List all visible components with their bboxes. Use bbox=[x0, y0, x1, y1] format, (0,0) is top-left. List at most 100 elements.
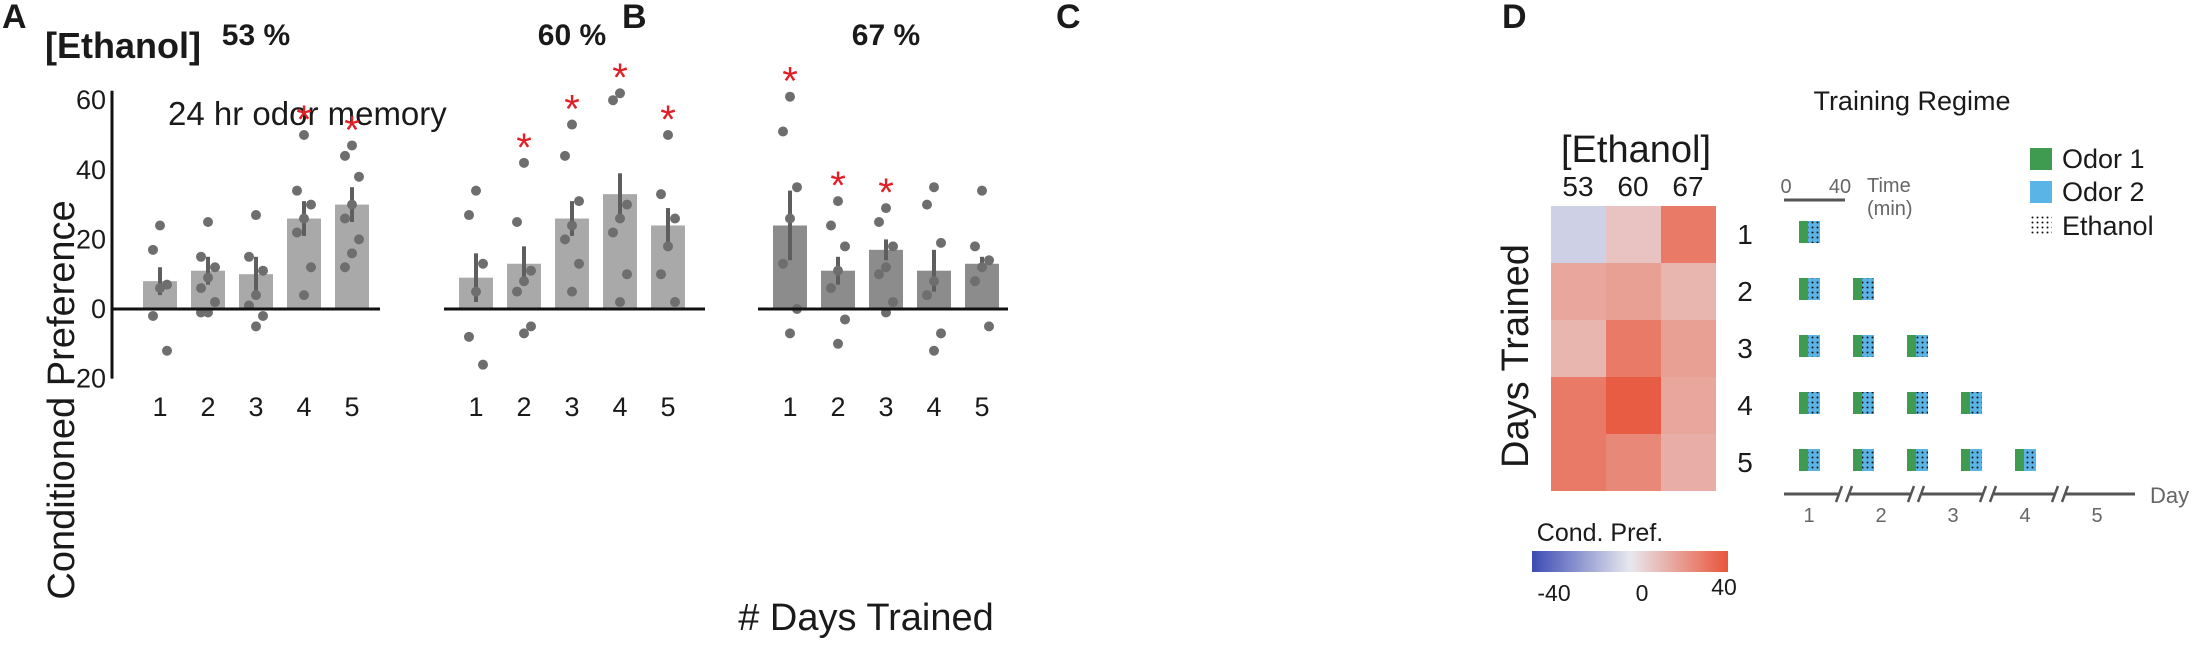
panel-label-d: D bbox=[1502, 0, 1527, 36]
data-point-1-2 bbox=[792, 182, 802, 193]
y-tick-label-2: 20 bbox=[76, 224, 106, 254]
data-point-2-1 bbox=[196, 251, 206, 262]
data-point-3-0 bbox=[251, 210, 261, 221]
session-ethanol-3-1 bbox=[1808, 335, 1820, 357]
data-point-3-6 bbox=[567, 286, 577, 297]
colorbar-label: Cond. Pref. bbox=[1537, 519, 1663, 547]
colorbar-tick-pos: 40 bbox=[1711, 574, 1737, 600]
x-tick-label-4: 4 bbox=[296, 392, 311, 422]
axis-break-right-3 bbox=[1988, 485, 1998, 503]
heatmap-y-label-2: 2 bbox=[1737, 276, 1753, 307]
data-point-5-3 bbox=[977, 262, 987, 273]
axis-break-gap-2 bbox=[1911, 486, 1921, 502]
data-point-4-5 bbox=[306, 262, 316, 273]
y-axis-label: Conditioned Preference bbox=[41, 200, 83, 599]
heatmap-cell-2-53 bbox=[1551, 263, 1606, 320]
x-tick-label-1: 1 bbox=[782, 392, 797, 422]
data-point-5-3 bbox=[347, 199, 357, 210]
data-point-2-6 bbox=[833, 338, 843, 349]
session-ethanol-2-2 bbox=[1862, 278, 1874, 300]
significance-star-2: * bbox=[830, 164, 846, 208]
x-tick-label-4: 4 bbox=[926, 392, 941, 422]
x-tick-label-3: 3 bbox=[564, 392, 579, 422]
legend-odor1-swatch bbox=[2030, 148, 2052, 170]
data-point-5-0 bbox=[347, 140, 357, 151]
axis-break-gap-4 bbox=[2055, 486, 2065, 502]
data-point-5-7 bbox=[340, 262, 350, 273]
data-point-5-2 bbox=[354, 171, 364, 182]
data-point-1-0 bbox=[785, 91, 795, 102]
data-point-4-0 bbox=[929, 182, 939, 193]
axis-break-left-2 bbox=[1906, 485, 1916, 503]
data-point-1-1 bbox=[778, 126, 788, 137]
session-ethanol-5-4 bbox=[1970, 449, 1982, 471]
axis-break-right-1 bbox=[1844, 485, 1854, 503]
data-point-4-2 bbox=[936, 237, 946, 248]
data-point-3-1 bbox=[244, 251, 254, 262]
data-point-2-3 bbox=[833, 265, 843, 276]
session-odor1-1-1 bbox=[1799, 221, 1808, 243]
heatmap-cell-5-67 bbox=[1661, 434, 1716, 491]
session-odor1-4-4 bbox=[1961, 392, 1970, 414]
heatmap-y-label-1: 1 bbox=[1737, 219, 1753, 250]
data-point-3-2 bbox=[574, 196, 584, 207]
data-point-3-4 bbox=[874, 269, 884, 280]
x-tick-label-2: 2 bbox=[200, 392, 215, 422]
significance-star-1: * bbox=[782, 60, 798, 104]
time-unit-label: (min) bbox=[1867, 198, 1913, 220]
data-point-3-5 bbox=[258, 310, 268, 321]
data-point-4-5 bbox=[622, 269, 632, 280]
session-odor1-4-2 bbox=[1853, 392, 1862, 414]
day-tick-1: 1 bbox=[1803, 505, 1814, 527]
x-tick-label-2: 2 bbox=[830, 392, 845, 422]
session-odor1-5-3 bbox=[1907, 449, 1916, 471]
session-odor1-4-1 bbox=[1799, 392, 1808, 414]
scalebar-tick-0: 0 bbox=[1780, 176, 1791, 198]
x-tick-label-1: 1 bbox=[468, 392, 483, 422]
panel-label-b: B bbox=[622, 0, 647, 36]
y-tick-label-1: 0 bbox=[91, 294, 106, 324]
data-point-3-5 bbox=[888, 297, 898, 308]
heatmap-cell-5-53 bbox=[1551, 434, 1606, 491]
data-point-5-5 bbox=[670, 297, 680, 308]
data-point-4-5 bbox=[936, 328, 946, 339]
session-ethanol-5-3 bbox=[1916, 449, 1928, 471]
data-point-3-1 bbox=[874, 217, 884, 227]
x-tick-label-1: 1 bbox=[152, 392, 167, 422]
heatmap-cell-4-53 bbox=[1551, 377, 1606, 434]
x-axis-label: # Days Trained bbox=[738, 597, 994, 639]
data-point-4-1 bbox=[922, 199, 932, 210]
data-point-2-3 bbox=[519, 276, 529, 287]
heatmap-cell-3-67 bbox=[1661, 320, 1716, 377]
day-axis-label: Day bbox=[2150, 483, 2189, 508]
data-point-4-4 bbox=[922, 290, 932, 301]
heatmap-cell-4-67 bbox=[1661, 377, 1716, 434]
data-point-2-5 bbox=[526, 321, 536, 332]
data-point-2-1 bbox=[512, 217, 522, 227]
colorbar-gradient bbox=[1532, 551, 1728, 572]
session-ethanol-3-2 bbox=[1862, 335, 1874, 357]
session-odor1-5-2 bbox=[1853, 449, 1862, 471]
data-point-1-3 bbox=[155, 283, 165, 294]
data-point-1-5 bbox=[478, 359, 488, 370]
heatmap-title: [Ethanol] bbox=[1561, 129, 1711, 171]
heatmap: [Ethanol] Days Trained 53 60 67 1 2 3 4 5 bbox=[1495, 129, 1753, 491]
axis-break-gap-3 bbox=[1983, 486, 1993, 502]
data-point-4-3 bbox=[929, 276, 939, 287]
session-ethanol-3-3 bbox=[1916, 335, 1928, 357]
data-point-4-6 bbox=[299, 290, 309, 301]
significance-star-3: * bbox=[878, 171, 894, 215]
data-point-4-6 bbox=[615, 297, 625, 308]
axis-break-right-4 bbox=[2060, 485, 2070, 503]
chart-title: 67 % bbox=[852, 19, 920, 52]
session-odor1-3-3 bbox=[1907, 335, 1916, 357]
y-tick-label-4: 60 bbox=[76, 85, 106, 115]
data-point-3-2 bbox=[258, 265, 268, 276]
significance-star-3: * bbox=[564, 88, 580, 132]
data-point-3-3 bbox=[567, 220, 577, 231]
data-point-3-3 bbox=[251, 290, 261, 301]
data-point-1-1 bbox=[464, 210, 474, 221]
day-tick-4: 4 bbox=[2019, 505, 2030, 527]
data-point-1-3 bbox=[785, 213, 795, 224]
data-point-3-0 bbox=[881, 203, 891, 214]
